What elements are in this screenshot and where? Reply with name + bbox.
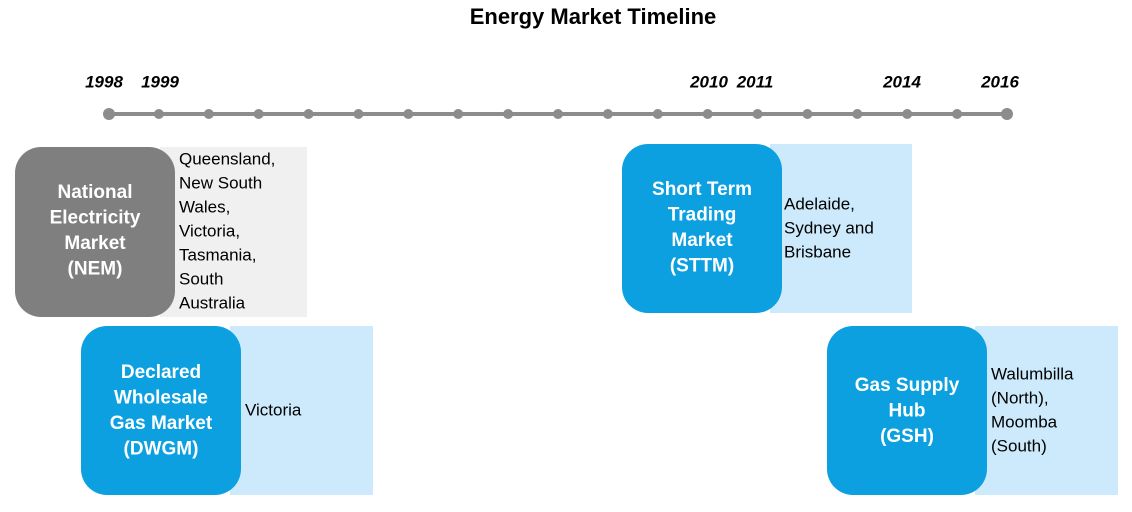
timeline-dot (902, 109, 913, 119)
title: Energy Market Timeline (470, 4, 717, 29)
market-name: National (58, 182, 133, 203)
region-box (975, 326, 1118, 495)
market-name: Trading (668, 205, 737, 226)
market-name: Market (64, 233, 126, 254)
region-text: South (179, 269, 223, 288)
year-label: 2011 (736, 72, 774, 91)
market-name: Electricity (50, 208, 141, 229)
market-box (81, 326, 241, 495)
timeline-dot (553, 109, 563, 119)
timeline-dot (403, 109, 414, 119)
market-name: Declared (121, 362, 201, 383)
market-name: Wholesale (114, 388, 208, 409)
region-box (770, 144, 912, 313)
region-text: Wales, (179, 197, 230, 216)
timeline-dot (303, 109, 314, 119)
market-name: (DWGM) (124, 439, 199, 460)
market-name: (STTM) (670, 256, 734, 277)
year-label: 2010 (689, 72, 728, 91)
timeline-dot (503, 109, 514, 119)
region-text: Walumbilla (991, 364, 1074, 383)
market-box (15, 147, 175, 317)
timeline-dot (153, 109, 164, 119)
timeline-dot (952, 109, 963, 119)
region-text: (North), (991, 388, 1049, 407)
region-text: Victoria (245, 400, 302, 419)
region-text: Adelaide, (784, 194, 855, 213)
market-name: Short Term (652, 179, 752, 200)
market-name: (NEM) (68, 259, 123, 280)
timeline-dot (802, 109, 813, 119)
timeline-dot (1001, 108, 1013, 120)
year-label: 1999 (141, 72, 179, 91)
region-text: (South) (991, 436, 1047, 455)
region-text: Tasmania, (179, 245, 256, 264)
year-label: 2014 (882, 72, 921, 91)
year-labels: 1998 1999 2010 2011 2014 2016 (85, 72, 1019, 91)
region-text: Victoria, (179, 221, 240, 240)
region-text: Australia (179, 293, 246, 312)
timeline-dot (852, 109, 863, 119)
region-text: Sydney and (784, 218, 874, 237)
timeline-dot (702, 109, 713, 119)
market-name: Hub (889, 401, 926, 422)
year-label: 1998 (85, 72, 123, 91)
timeline-dot (602, 109, 613, 119)
timeline-dot (752, 109, 763, 119)
timeline-dots (103, 108, 1013, 120)
market-name: (GSH) (880, 426, 934, 447)
region-box (230, 326, 373, 495)
market-texts: National Electricity Market (NEM) Queensland… (50, 149, 1074, 459)
region-text: Brisbane (784, 242, 851, 261)
market-box (622, 144, 782, 313)
timeline-dot (652, 109, 663, 119)
timeline-dot (103, 108, 115, 120)
market-box (827, 326, 987, 495)
timeline-dot (353, 109, 364, 119)
region-text: Moomba (991, 412, 1058, 431)
year-label: 2016 (980, 72, 1019, 91)
market-name: Gas Market (110, 413, 213, 434)
market-name: Market (671, 230, 733, 251)
timeline-dot (253, 109, 264, 119)
region-text: New South (179, 173, 262, 192)
region-box (160, 147, 307, 317)
market-name: Gas Supply (855, 375, 960, 396)
region-text: Queensland, (179, 149, 275, 168)
timeline-dot (453, 109, 464, 119)
timeline-dot (203, 109, 214, 119)
